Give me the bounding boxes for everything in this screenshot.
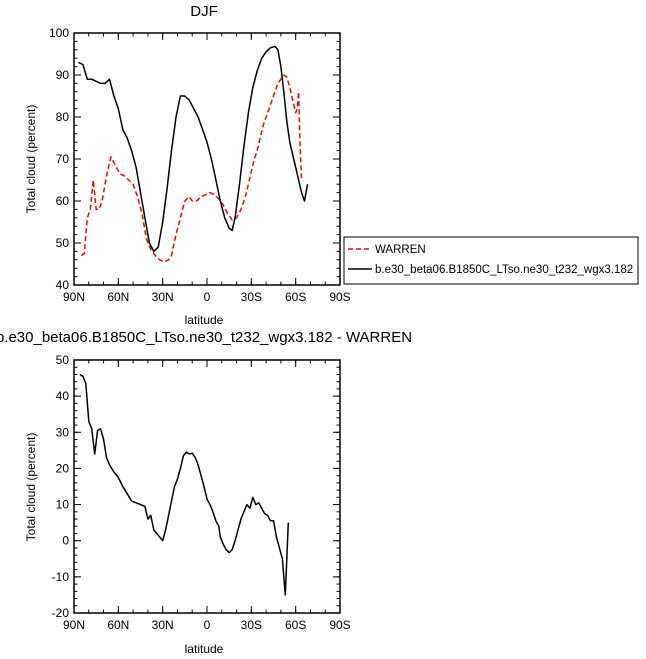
legend-warren-label: WARREN [375,244,426,256]
top-x-tick-label: 90S [329,290,350,304]
top-panel: DJF 90N 60N 30N 0 30S 60S 90S 40 50 60 70 80 90 100 T… [24,3,351,327]
top-series-line-1 [78,45,309,253]
bottom-y-tick-label: 30 [56,425,70,439]
top-x-tick-label: 30N [152,290,174,304]
top-x-axis-label: latitude [185,313,224,327]
bottom-x-tick-label: 90N [63,618,85,632]
top-y-tick-label: 90 [56,68,70,82]
top-series-warren-0 [80,74,303,263]
bottom-y-tick-label: -20 [52,606,70,620]
bottom-x-tick-label: 0 [204,618,211,632]
bottom-x-tick-label: 60N [107,618,129,632]
bottom-y-tick-label: 20 [56,461,70,475]
bottom-plot-frame [73,359,341,614]
top-x-tick-label: 30S [241,290,262,304]
bottom-y-tick-label: 40 [56,389,70,403]
bottom-y-tick-label: 10 [56,498,70,512]
bottom-y-tick-label: -10 [52,570,70,584]
top-y-tick-label: 80 [56,110,70,124]
bottom-plot-area: 90N 60N 30N 0 30S 60S 90S -20 -10 0 10 20 30 40 50 [52,353,351,632]
top-x-tick-label: 60N [107,290,129,304]
bottom-y-tick-label: 50 [56,353,70,367]
legend-model-label: b.e30_beta06.B1850C_LTso.ne30_t232_wgx3.… [375,264,633,276]
top-y-axis-label: Total cloud (percent) [24,105,38,214]
top-x-tick-label: 90N [63,290,85,304]
bottom-title: b.e30_beta06.B1850C_LTso.ne30_t232_wgx3.… [0,329,412,346]
bottom-panel: b.e30_beta06.B1850C_LTso.ne30_t232_wgx3.… [0,329,412,656]
top-plot-area: 90N 60N 30N 0 30S 60S 90S 40 50 60 70 80 90 100 [49,26,351,304]
top-y-tick-label: 100 [49,26,69,40]
legend: WARREN b.e30_beta06.B1850C_LTso.ne30_t23… [343,236,639,285]
top-x-tick-label: 60S [285,290,306,304]
top-y-tick-label: 70 [56,152,70,166]
bottom-x-tick-label: 30S [241,618,262,632]
top-title: DJF [190,3,218,20]
legend-box [343,236,639,285]
bottom-y-tick-label: 0 [62,534,69,548]
top-y-tick-label: 60 [56,194,70,208]
top-y-tick-label: 40 [56,278,70,292]
bottom-series-line-0 [79,373,290,596]
bottom-x-axis-label: latitude [185,642,224,656]
bottom-x-tick-label: 90S [329,618,350,632]
bottom-x-tick-label: 60S [285,618,306,632]
top-y-tick-label: 50 [56,236,70,250]
top-x-tick-label: 0 [204,290,211,304]
bottom-x-tick-label: 30N [152,618,174,632]
bottom-y-axis-label: Total cloud (percent) [24,433,38,542]
